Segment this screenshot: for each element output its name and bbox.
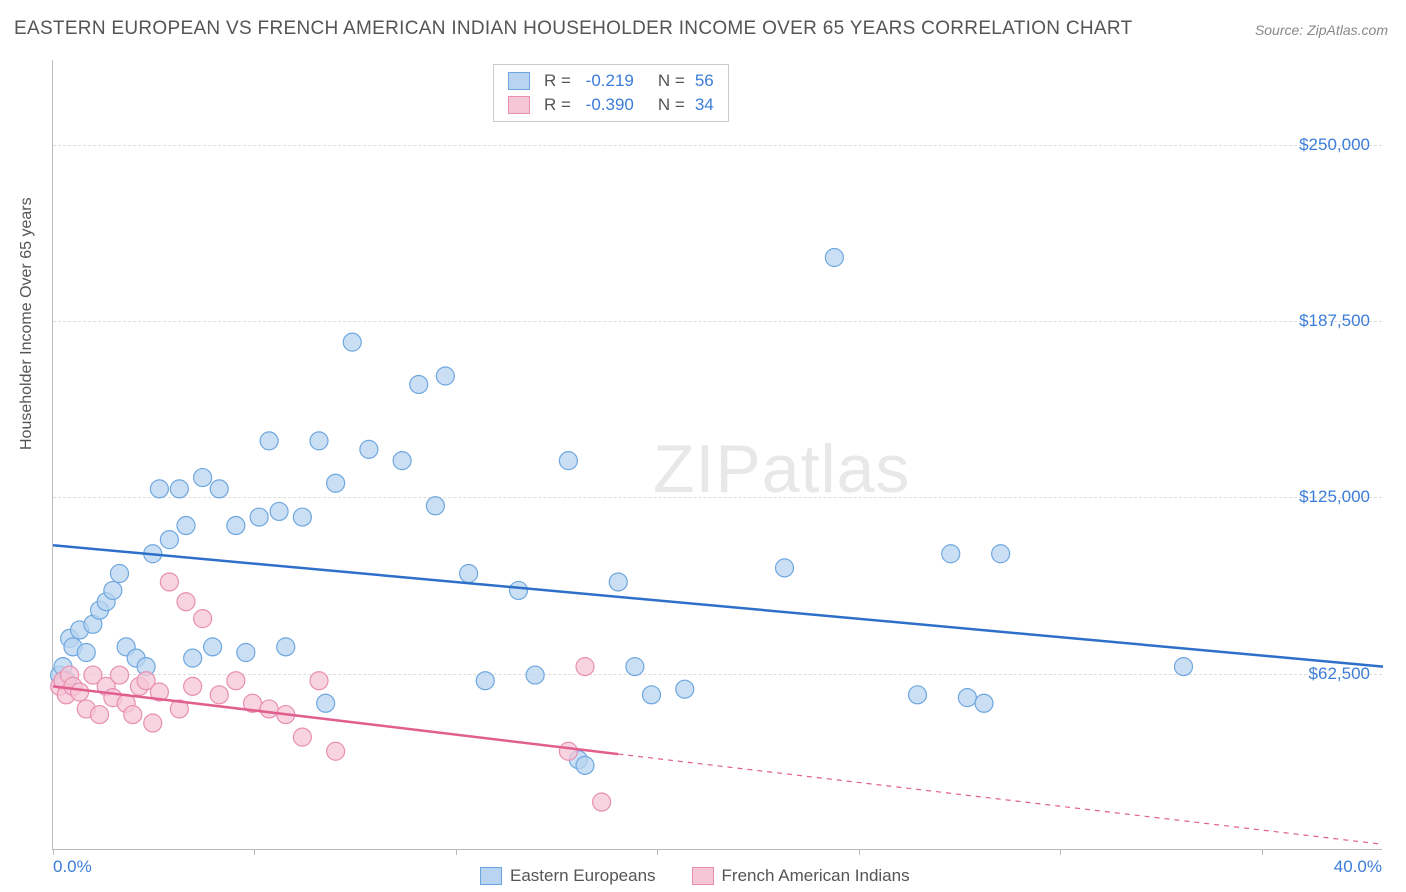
data-point — [293, 728, 311, 746]
data-point — [160, 531, 178, 549]
data-point — [626, 658, 644, 676]
data-point — [676, 680, 694, 698]
data-point — [71, 683, 89, 701]
n-value: 34 — [695, 95, 714, 115]
data-point — [204, 638, 222, 656]
x-tick-mark — [254, 849, 255, 855]
legend-label: Eastern Europeans — [510, 866, 656, 886]
data-point — [559, 742, 577, 760]
data-point — [77, 644, 95, 662]
data-point — [124, 706, 142, 724]
data-point — [277, 638, 295, 656]
bottom-legend: Eastern Europeans French American Indians — [480, 866, 910, 886]
n-label: N = — [658, 95, 685, 115]
data-point — [576, 756, 594, 774]
data-point — [1175, 658, 1193, 676]
data-point — [184, 677, 202, 695]
data-point — [177, 593, 195, 611]
data-point — [91, 706, 109, 724]
data-point — [327, 742, 345, 760]
data-point — [360, 440, 378, 458]
data-point — [327, 474, 345, 492]
data-point — [270, 502, 288, 520]
x-tick-mark — [1262, 849, 1263, 855]
data-point — [194, 469, 212, 487]
r-label: R = — [544, 95, 571, 115]
data-point — [576, 658, 594, 676]
data-point — [510, 581, 528, 599]
legend-item: French American Indians — [692, 866, 910, 886]
data-point — [825, 249, 843, 267]
series-swatch — [508, 96, 530, 114]
data-point — [177, 517, 195, 535]
data-point — [559, 452, 577, 470]
data-point — [343, 333, 361, 351]
data-point — [643, 686, 661, 704]
data-point — [909, 686, 927, 704]
n-value: 56 — [695, 71, 714, 91]
source-label: Source: ZipAtlas.com — [1255, 22, 1388, 38]
data-point — [260, 700, 278, 718]
data-point — [194, 610, 212, 628]
correlation-stats-box: R = -0.219 N = 56 R = -0.390 N = 34 — [493, 64, 729, 122]
legend-swatch — [692, 867, 714, 885]
data-point — [476, 672, 494, 690]
r-label: R = — [544, 71, 571, 91]
r-value: -0.219 — [581, 71, 634, 91]
x-tick-mark — [657, 849, 658, 855]
data-point — [310, 672, 328, 690]
data-point — [260, 432, 278, 450]
data-point — [184, 649, 202, 667]
data-point — [593, 793, 611, 811]
x-tick-mark — [859, 849, 860, 855]
legend-item: Eastern Europeans — [480, 866, 656, 886]
data-point — [975, 694, 993, 712]
data-point — [310, 432, 328, 450]
n-label: N = — [658, 71, 685, 91]
data-point — [410, 375, 428, 393]
data-point — [942, 545, 960, 563]
x-tick-mark — [53, 849, 54, 855]
data-point — [317, 694, 335, 712]
data-point — [227, 672, 245, 690]
data-point — [210, 480, 228, 498]
data-point — [111, 666, 129, 684]
data-point — [227, 517, 245, 535]
stats-row: R = -0.390 N = 34 — [508, 93, 714, 117]
trend-line-extrapolated — [618, 754, 1383, 844]
data-point — [150, 480, 168, 498]
x-tick-mark — [1060, 849, 1061, 855]
chart-title: EASTERN EUROPEAN VS FRENCH AMERICAN INDI… — [14, 18, 1133, 40]
x-axis-max-label: 40.0% — [1334, 857, 1382, 877]
y-axis-label: Householder Income Over 65 years — [18, 197, 36, 450]
data-point — [210, 686, 228, 704]
plot-area: ZIPatlas $62,500$125,000$187,500$250,000… — [52, 60, 1382, 850]
data-point — [426, 497, 444, 515]
data-point — [293, 508, 311, 526]
data-point — [104, 581, 122, 599]
chart-container: EASTERN EUROPEAN VS FRENCH AMERICAN INDI… — [0, 0, 1406, 892]
data-point — [237, 644, 255, 662]
stats-row: R = -0.219 N = 56 — [508, 69, 714, 93]
data-point — [250, 508, 268, 526]
data-point — [393, 452, 411, 470]
data-point — [958, 689, 976, 707]
data-point — [170, 480, 188, 498]
data-point — [460, 565, 478, 583]
data-point — [160, 573, 178, 591]
data-point — [609, 573, 627, 591]
x-tick-mark — [456, 849, 457, 855]
scatter-svg — [53, 60, 1382, 849]
series-swatch — [508, 72, 530, 90]
data-point — [111, 565, 129, 583]
data-point — [144, 714, 162, 732]
r-value: -0.390 — [581, 95, 634, 115]
legend-label: French American Indians — [722, 866, 910, 886]
data-point — [776, 559, 794, 577]
x-axis-min-label: 0.0% — [53, 857, 92, 877]
data-point — [436, 367, 454, 385]
data-point — [992, 545, 1010, 563]
data-point — [526, 666, 544, 684]
legend-swatch — [480, 867, 502, 885]
